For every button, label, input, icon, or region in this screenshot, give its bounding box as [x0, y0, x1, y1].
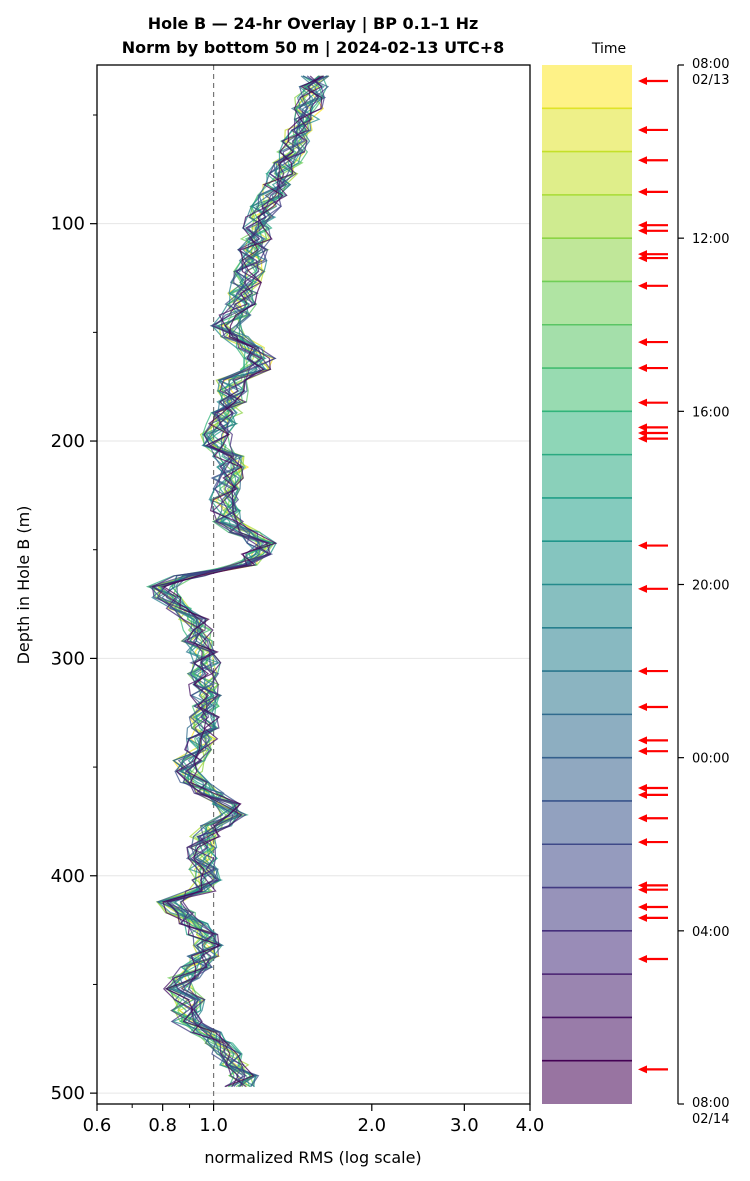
- y-axis-label: Depth in Hole B (m): [14, 506, 33, 665]
- x-tick-label: 0.8: [148, 1115, 177, 1136]
- colorbar-block: [542, 627, 632, 672]
- x-axis-ticks: 0.6 0.8 1.0 2.0 3.0 4.0: [83, 1104, 545, 1136]
- colorbar-block: [542, 411, 632, 455]
- series-line: [162, 75, 325, 1088]
- y-tick-label: 100: [51, 214, 85, 235]
- colorbar-block: [542, 1017, 632, 1061]
- time-arrow-head: [638, 187, 647, 196]
- colorbar-blocks: [542, 65, 632, 1104]
- y-tick-label: 400: [51, 866, 85, 887]
- time-arrow-head: [638, 398, 647, 407]
- y-axis-ticks: 100 200 300 400 500: [51, 114, 97, 1104]
- time-arrow-head: [638, 434, 647, 443]
- colorbar-arrows: [638, 77, 668, 1074]
- time-arrow-head: [638, 423, 647, 432]
- colorbar-block: [542, 368, 632, 412]
- time-arrow-head: [638, 338, 647, 347]
- colorbar-block: [542, 454, 632, 498]
- colorbar-block: [542, 194, 632, 239]
- y-tick-label: 500: [51, 1083, 85, 1104]
- colorbar-block: [542, 238, 632, 282]
- x-tick-label: 1.0: [199, 1115, 228, 1136]
- plot-frame: [96, 64, 531, 1105]
- y-tick-label: 200: [51, 431, 85, 452]
- time-arrow-head: [638, 226, 647, 235]
- colorbar-block: [542, 65, 632, 109]
- time-arrow-head: [638, 428, 647, 437]
- series-line: [151, 75, 321, 1087]
- colorbar-block: [542, 1060, 632, 1104]
- plot-area: 100 200 300 400 500 0.6 0.8 1.0 2.0 3.0 4.0: [51, 64, 545, 1136]
- gridlines: [97, 223, 530, 1094]
- time-arrow-head: [638, 703, 647, 712]
- time-arrow-head: [638, 814, 647, 823]
- colorbar-block: [542, 324, 632, 369]
- colorbar-block: [542, 584, 632, 628]
- colorbar-block: [542, 108, 632, 152]
- time-arrow-head: [638, 790, 647, 799]
- time-arrow-head: [638, 954, 647, 963]
- series-lines: [145, 75, 330, 1088]
- colorbar-block: [542, 541, 632, 585]
- time-arrow-head: [638, 125, 647, 134]
- time-arrow-head: [638, 885, 647, 894]
- colorbar-tick-label: 12:00: [692, 232, 729, 247]
- time-arrow-head: [638, 667, 647, 676]
- colorbar-block: [542, 757, 632, 801]
- series-line: [153, 75, 330, 1087]
- time-arrow-head: [638, 156, 647, 165]
- colorbar-block: [542, 671, 632, 715]
- colorbar-ticks: 08:00 02/13 12:00 16:00 20:00 00:00 04:00 08:00…: [678, 57, 729, 1127]
- colorbar-block: [542, 844, 632, 888]
- time-arrow-head: [638, 1065, 647, 1074]
- chart-title: Hole B — 24-hr Overlay | BP 0.1–1 Hz: [148, 14, 479, 34]
- time-arrow-head: [638, 77, 647, 86]
- colorbar-tick-label: 08:00 02/13: [692, 57, 729, 88]
- time-arrow-head: [638, 281, 647, 290]
- x-tick-label: 0.6: [83, 1115, 112, 1136]
- time-arrow-head: [638, 584, 647, 593]
- time-arrow-head: [638, 736, 647, 745]
- time-arrow-head: [638, 221, 647, 230]
- colorbar-tick-label: 20:00: [692, 579, 729, 594]
- time-arrow-head: [638, 903, 647, 912]
- x-axis-label: normalized RMS (log scale): [204, 1148, 421, 1167]
- colorbar-tick-label: 16:00: [692, 405, 729, 420]
- colorbar: Time 08:00 02/13 12:00 16:00 20:00 00:00 04:00…: [542, 41, 729, 1127]
- colorbar-tick-label: 08:00 02/14: [692, 1096, 729, 1127]
- x-tick-label: 4.0: [516, 1115, 545, 1136]
- colorbar-block: [542, 151, 632, 195]
- colorbar-block: [542, 930, 632, 975]
- time-arrow-head: [638, 364, 647, 373]
- colorbar-block: [542, 887, 632, 931]
- time-arrow-head: [638, 783, 647, 792]
- time-arrow-head: [638, 838, 647, 847]
- colorbar-block: [542, 800, 632, 845]
- time-arrow-head: [638, 747, 647, 756]
- colorbar-block: [542, 714, 632, 758]
- x-tick-label: 3.0: [450, 1115, 479, 1136]
- colorbar-block: [542, 497, 632, 542]
- colorbar-block: [542, 281, 632, 325]
- colorbar-tick-label: 00:00: [692, 752, 729, 767]
- x-tick-label: 2.0: [357, 1115, 386, 1136]
- colorbar-tick-label: 04:00: [692, 925, 729, 940]
- chart-subtitle: Norm by bottom 50 m | 2024-02-13 UTC+8: [122, 38, 505, 58]
- time-arrow-head: [638, 541, 647, 550]
- time-arrow-head: [638, 913, 647, 922]
- y-tick-label: 300: [51, 648, 85, 669]
- colorbar-title: Time: [591, 41, 626, 57]
- time-arrow-head: [638, 254, 647, 263]
- colorbar-block: [542, 974, 632, 1018]
